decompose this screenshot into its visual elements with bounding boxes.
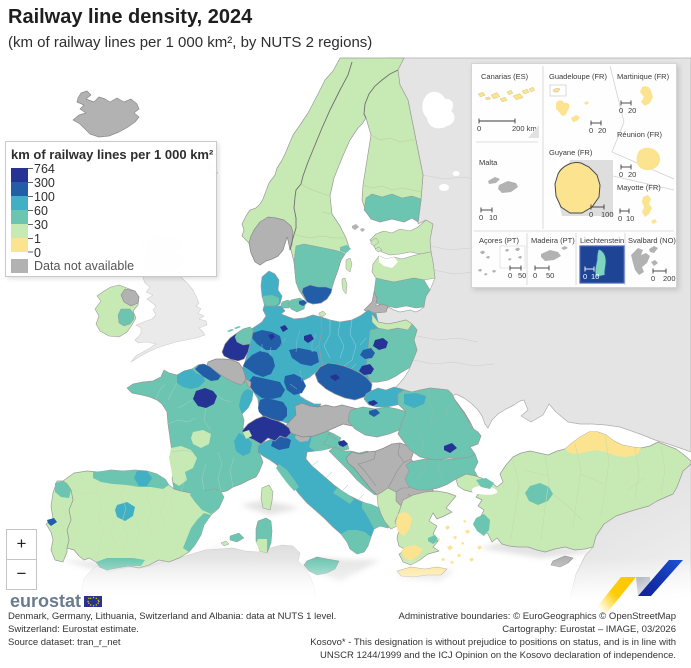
svg-text:100: 100 xyxy=(601,210,614,219)
svg-text:20: 20 xyxy=(598,126,606,135)
svg-text:0: 0 xyxy=(589,210,593,219)
svg-text:200 km: 200 km xyxy=(512,124,537,133)
svg-text:0: 0 xyxy=(589,126,593,135)
svg-text:Liechtenstein: Liechtenstein xyxy=(580,236,624,245)
svg-text:Guyane (FR): Guyane (FR) xyxy=(549,148,593,157)
svg-text:20: 20 xyxy=(628,170,636,179)
svg-text:10: 10 xyxy=(626,214,634,223)
svg-text:200: 200 xyxy=(663,274,676,283)
svg-text:10: 10 xyxy=(591,272,599,281)
svg-text:0: 0 xyxy=(533,271,537,280)
svg-text:0: 0 xyxy=(477,124,481,133)
svg-text:10: 10 xyxy=(489,213,497,222)
svg-text:Canarias (ES): Canarias (ES) xyxy=(481,72,529,81)
svg-text:0: 0 xyxy=(618,214,622,223)
svg-text:Martinique (FR): Martinique (FR) xyxy=(617,72,670,81)
svg-text:Mayotte (FR): Mayotte (FR) xyxy=(617,183,661,192)
svg-text:0: 0 xyxy=(619,106,623,115)
svg-text:Madeira (PT): Madeira (PT) xyxy=(531,236,575,245)
svg-text:Réunion (FR): Réunion (FR) xyxy=(617,130,663,139)
svg-text:Açores (PT): Açores (PT) xyxy=(479,236,520,245)
svg-text:0: 0 xyxy=(651,274,655,283)
svg-text:50: 50 xyxy=(518,271,526,280)
svg-text:0: 0 xyxy=(479,213,483,222)
svg-text:eurostat: eurostat xyxy=(10,592,81,610)
svg-text:20: 20 xyxy=(628,106,636,115)
svg-text:0: 0 xyxy=(508,271,512,280)
svg-text:0: 0 xyxy=(619,170,623,179)
svg-text:50: 50 xyxy=(546,271,554,280)
svg-text:Guadeloupe (FR): Guadeloupe (FR) xyxy=(549,72,607,81)
svg-text:Svalbard (NO): Svalbard (NO) xyxy=(628,236,676,245)
svg-text:Malta: Malta xyxy=(479,158,498,167)
svg-text:0: 0 xyxy=(583,272,587,281)
